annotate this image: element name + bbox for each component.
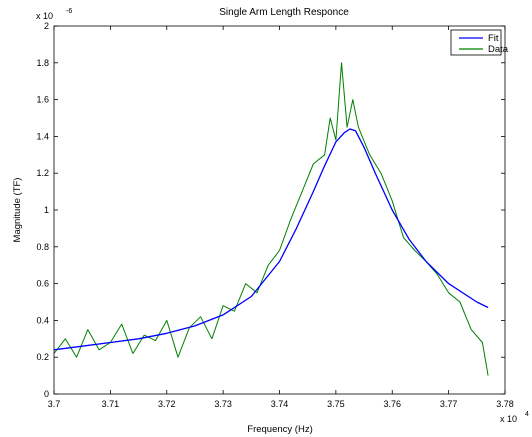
y-axis-title: Magnitude (TF) bbox=[12, 178, 23, 243]
x-multiplier: x 10 4 bbox=[500, 411, 529, 424]
y-tick-label: 1.4 bbox=[36, 131, 49, 141]
x-axis-title: Frequency (Hz) bbox=[247, 424, 312, 435]
y-multiplier: x 10 -6 bbox=[36, 8, 72, 21]
series-line-fit bbox=[53, 128, 489, 351]
x-tick-label: 3.75 bbox=[327, 399, 345, 409]
legend-box bbox=[450, 29, 502, 56]
legend-label-fit: Fit bbox=[488, 33, 499, 44]
legend-label-data: Data bbox=[488, 44, 509, 55]
legend: Fit Data bbox=[450, 29, 509, 56]
y-tick-label: 0.2 bbox=[36, 352, 49, 362]
y-tick-label: 1.6 bbox=[36, 95, 49, 105]
x-tick-label: 3.71 bbox=[102, 399, 120, 409]
x-tick-label: 3.77 bbox=[440, 399, 458, 409]
series-group bbox=[53, 62, 489, 376]
y-tick-label: 0.6 bbox=[36, 279, 49, 289]
x-axis-ticks: 3.7 3.71 3.72 3.73 3.74 3.75 3.76 3.77 3.78 bbox=[48, 26, 514, 409]
y-tick-label: 2 bbox=[44, 21, 49, 31]
series-line-data bbox=[53, 62, 489, 376]
x-tick-label: 3.72 bbox=[158, 399, 176, 409]
y-multiplier-exponent: -6 bbox=[66, 8, 72, 15]
x-multiplier-label: x 10 bbox=[500, 414, 517, 424]
plot-frame bbox=[53, 25, 506, 395]
x-tick-label: 3.76 bbox=[383, 399, 401, 409]
y-tick-label: 1.2 bbox=[36, 168, 49, 178]
y-tick-label: 0.4 bbox=[36, 315, 49, 325]
y-tick-label: 0 bbox=[44, 389, 49, 399]
x-multiplier-exponent: 4 bbox=[525, 411, 529, 418]
y-multiplier-label: x 10 bbox=[36, 11, 53, 21]
y-tick-label: 1.8 bbox=[36, 58, 49, 68]
x-tick-label: 3.73 bbox=[214, 399, 232, 409]
x-tick-label: 3.74 bbox=[271, 399, 289, 409]
x-tick-label: 3.78 bbox=[496, 399, 514, 409]
y-axis-ticks: 0 0.2 0.4 0.6 0.8 1 1.2 1.4 1.6 1.8 2 bbox=[36, 21, 505, 399]
y-tick-label: 0.8 bbox=[36, 242, 49, 252]
y-tick-label: 1 bbox=[44, 205, 49, 215]
x-tick-label: 3.7 bbox=[48, 399, 61, 409]
chart-title: Single Arm Length Responce bbox=[219, 7, 349, 18]
